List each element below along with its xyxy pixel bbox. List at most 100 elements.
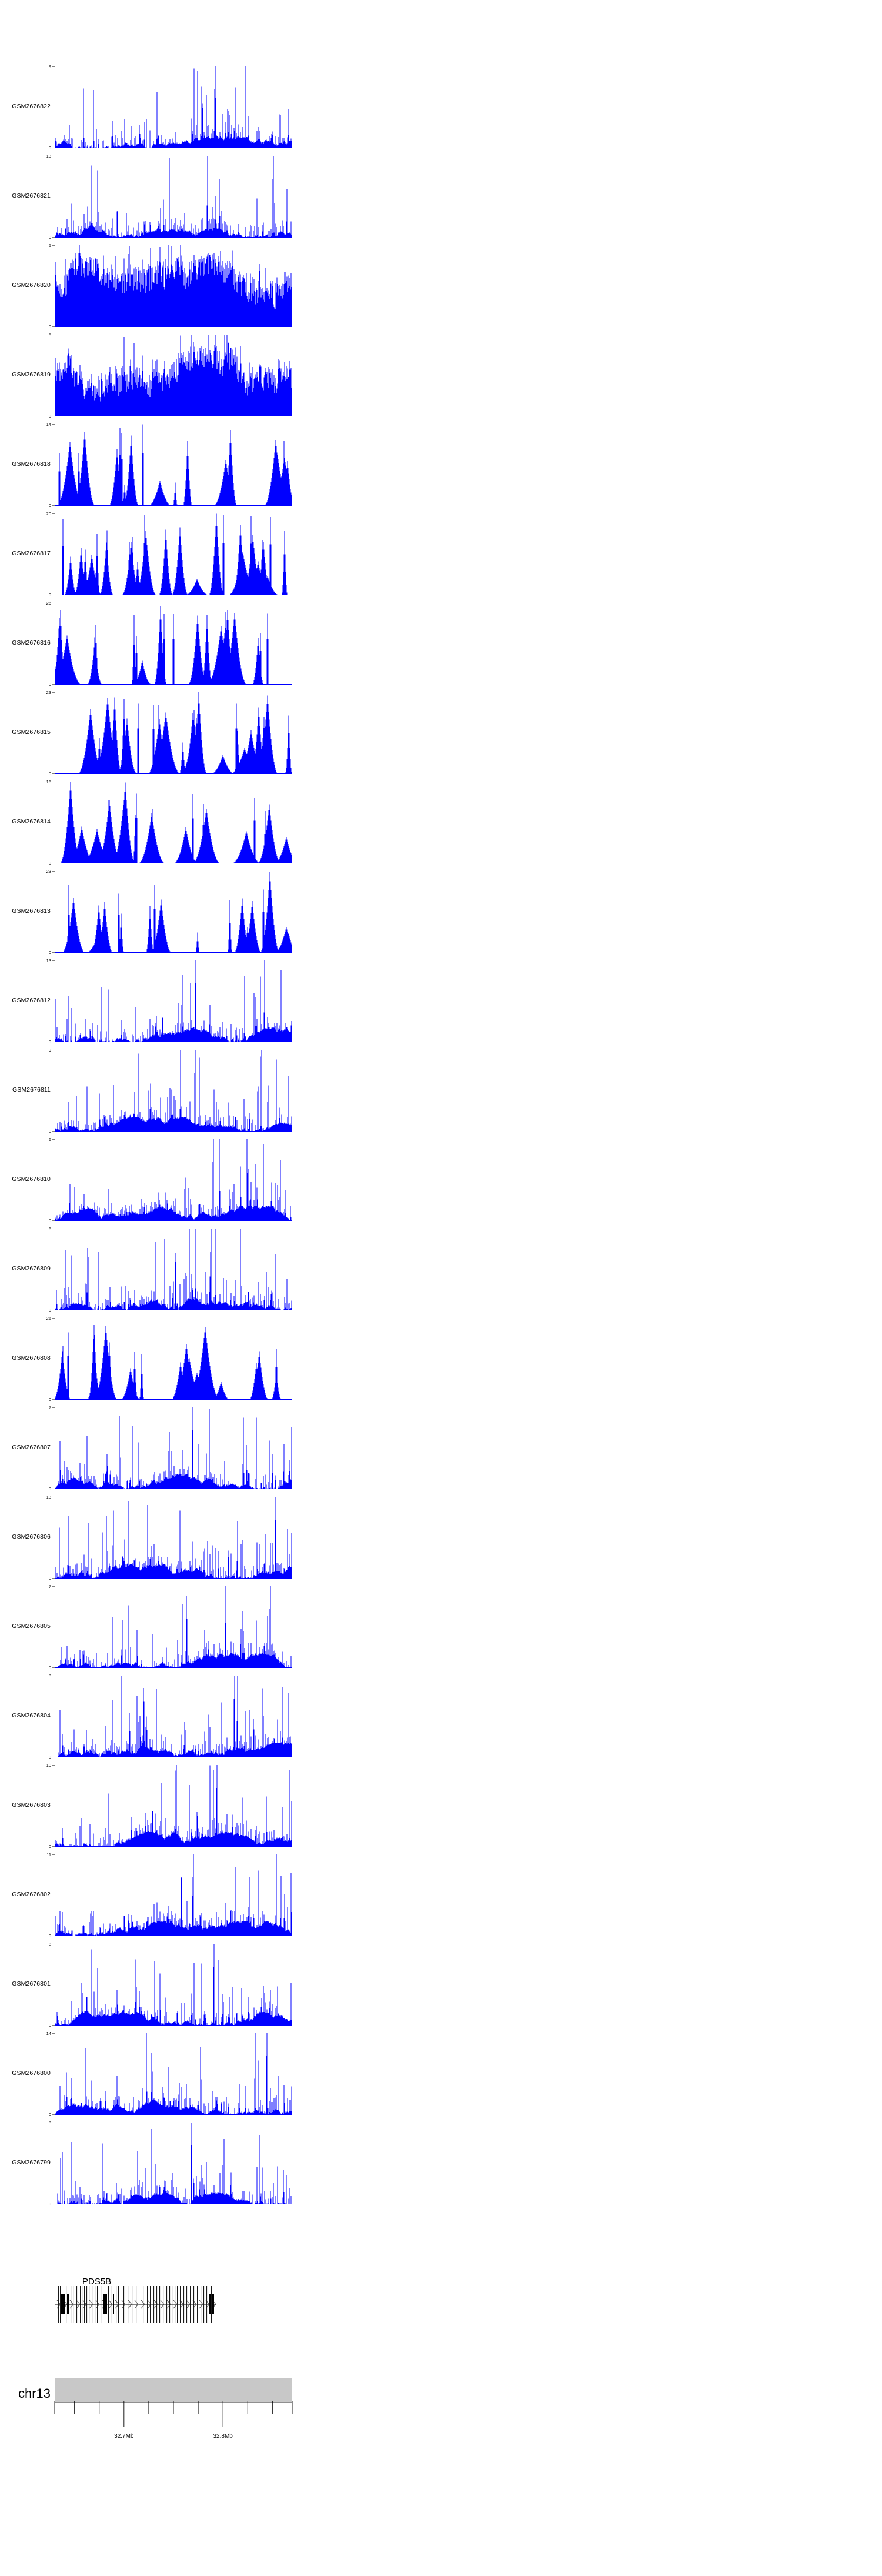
track-plot-area[interactable]: 13 0	[46, 1495, 292, 1580]
coverage-track[interactable]: GSM2676810 6 0	[0, 1134, 882, 1224]
y-axis-min-label: 0	[48, 234, 51, 240]
coverage-track[interactable]: GSM2676816 26 0	[0, 598, 882, 688]
track-plot-area[interactable]: 11 0	[46, 1853, 292, 1938]
y-axis: 23 0	[46, 690, 55, 776]
exon	[147, 2286, 148, 2323]
y-axis-min-label: 0	[48, 1039, 51, 1045]
y-axis-max-label: 26	[46, 1316, 51, 1321]
track-plot-area[interactable]: 14 0	[46, 2031, 292, 2117]
track-plot-area[interactable]: 26 0	[46, 1316, 292, 1402]
gene-model-svg[interactable]	[0, 2273, 882, 2338]
track-plot-area[interactable]: 13 0	[46, 154, 292, 239]
coverage-track[interactable]: GSM2676803 10 0	[0, 1760, 882, 1850]
coverage-track[interactable]: GSM2676811 9 0	[0, 1045, 882, 1134]
coverage-track[interactable]: GSM2676805 7 0	[0, 1581, 882, 1671]
track-label-gsm2676811: GSM2676811	[12, 1086, 51, 1093]
y-axis-max-label: 26	[46, 600, 51, 606]
track-label-gsm2676810: GSM2676810	[12, 1175, 51, 1183]
coverage-track[interactable]: GSM2676802 11 0	[0, 1850, 882, 1939]
coverage-area	[55, 2123, 292, 2204]
coverage-area	[55, 245, 292, 327]
strand-arrow-icon	[147, 2300, 152, 2309]
y-axis-max-label: 6	[48, 1226, 51, 1232]
coverage-track[interactable]: GSM2676819 5 0	[0, 330, 882, 419]
coverage-track[interactable]: GSM2676818 14 0	[0, 419, 882, 509]
coverage-track[interactable]: GSM2676800 14 0	[0, 2028, 882, 2118]
y-axis-min-label: 0	[48, 1843, 51, 1849]
track-plot-area[interactable]: 10 0	[46, 1763, 292, 1848]
track-plot-area[interactable]: 23 0	[46, 690, 292, 776]
gene-name-label: PDS5B	[82, 2277, 112, 2287]
gene-model-track[interactable]: PDS5B	[0, 2273, 882, 2353]
coverage-track[interactable]: GSM2676806 13 0	[0, 1492, 882, 1581]
coverage-area	[55, 156, 292, 238]
y-axis-min-label: 0	[48, 592, 51, 598]
coverage-track[interactable]: GSM2676808 26 0	[0, 1313, 882, 1403]
exon	[113, 2294, 114, 2314]
y-axis-max-label: 6	[48, 1137, 51, 1142]
track-label-gsm2676808: GSM2676808	[12, 1354, 51, 1362]
genome-axis-svg: 32.7Mb 32.8Mb	[54, 2401, 293, 2440]
coverage-track[interactable]: GSM2676821 13 0	[0, 151, 882, 241]
y-axis-min-label: 0	[48, 860, 51, 866]
coverage-area	[55, 1765, 292, 1847]
track-label-gsm2676809: GSM2676809	[12, 1264, 51, 1272]
coverage-area	[55, 513, 292, 595]
genome-axis-track: chr13 32.7Mb 32.8Mb	[0, 2373, 882, 2450]
strand-arrow-icon	[153, 2300, 158, 2309]
y-axis-max-label: 11	[46, 1852, 51, 1857]
exon	[76, 2286, 78, 2323]
coverage-area	[55, 1497, 292, 1579]
y-axis: 26 0	[46, 1316, 55, 1402]
track-label-gsm2676806: GSM2676806	[12, 1533, 51, 1540]
coverage-track[interactable]: GSM2676804 8 0	[0, 1671, 882, 1760]
y-axis-max-label: 8	[48, 1673, 51, 1679]
track-plot-area[interactable]: 16 0	[46, 780, 292, 865]
coverage-area	[55, 1944, 292, 2026]
ideogram-bar[interactable]	[55, 2378, 292, 2403]
coverage-area	[55, 1229, 292, 1310]
exon	[159, 2286, 161, 2323]
strand-arrow-icon	[166, 2300, 171, 2309]
track-plot-area[interactable]: 23 0	[46, 869, 292, 955]
track-plot-area[interactable]: 14 0	[46, 422, 292, 508]
coverage-track[interactable]: GSM2676822 9 0	[0, 62, 882, 151]
coverage-track[interactable]: GSM2676812 13 0	[0, 956, 882, 1045]
coverage-area	[55, 1139, 292, 1221]
track-plot-area[interactable]: 26 0	[46, 601, 292, 686]
coverage-track[interactable]: GSM2676814 16 0	[0, 777, 882, 866]
track-label-gsm2676803: GSM2676803	[12, 1801, 51, 1808]
axis-tick-label: 32.8Mb	[213, 2433, 233, 2440]
track-label-gsm2676799: GSM2676799	[12, 2158, 51, 2166]
coverage-track[interactable]: GSM2676817 20 0	[0, 509, 882, 598]
exon	[190, 2286, 191, 2323]
coverage-track[interactable]: GSM2676815 23 0	[0, 688, 882, 777]
track-label-gsm2676819: GSM2676819	[12, 371, 51, 378]
exon	[156, 2286, 158, 2323]
exon	[197, 2286, 198, 2323]
track-label-gsm2676804: GSM2676804	[12, 1711, 51, 1719]
y-axis-min-label: 0	[48, 1396, 51, 1402]
coverage-track[interactable]: GSM2676809 6 0	[0, 1224, 882, 1313]
track-plot-area[interactable]: 13 0	[46, 959, 292, 1044]
coverage-track[interactable]: GSM2676799 8 0	[0, 2118, 882, 2207]
y-axis-min-label: 0	[48, 1575, 51, 1581]
coverage-track[interactable]: GSM2676813 23 0	[0, 866, 882, 956]
coverage-track[interactable]: GSM2676801 8 0	[0, 1939, 882, 2028]
coverage-track[interactable]: GSM2676807 7 0	[0, 1403, 882, 1492]
track-plot-area[interactable]: 20 0	[46, 512, 292, 597]
coverage-track[interactable]: GSM2676820 5 0	[0, 241, 882, 330]
